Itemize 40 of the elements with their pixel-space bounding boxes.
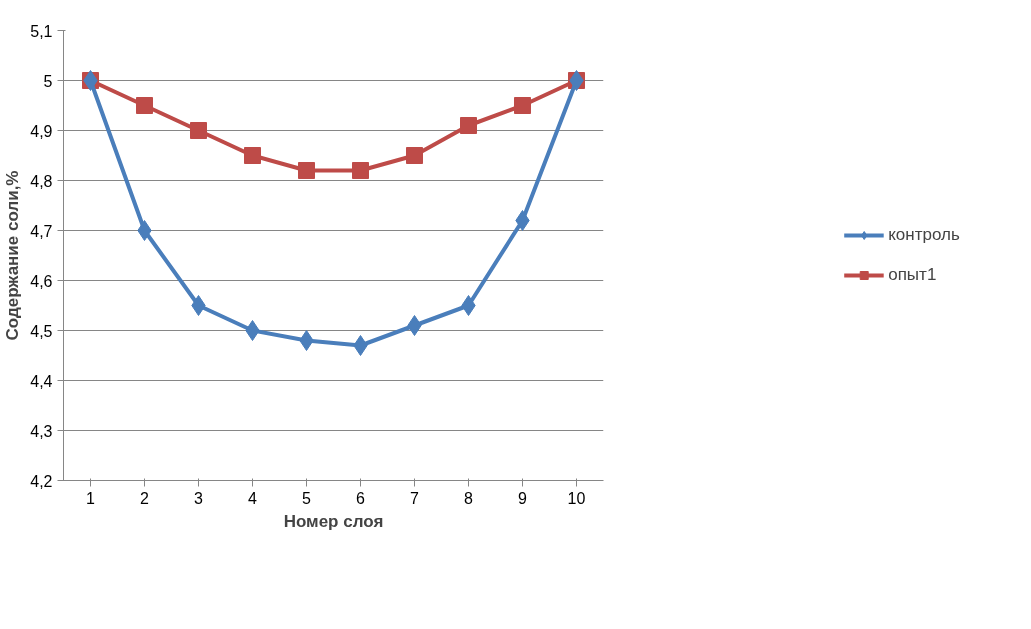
x-tick-label: 6 <box>356 489 366 507</box>
point <box>352 162 369 179</box>
y-tick-label: 4,5 <box>30 322 53 340</box>
point <box>136 97 153 114</box>
point <box>137 220 152 241</box>
x-tick-label: 4 <box>248 489 258 507</box>
point <box>190 122 207 139</box>
x-tick-label: 1 <box>86 489 96 507</box>
y-tick-label: 4,2 <box>30 472 53 490</box>
y-tick-label: 4,9 <box>30 122 53 140</box>
y-tick-label: 4,3 <box>30 422 53 440</box>
x-tick-label: 7 <box>410 489 420 507</box>
x-tick-label: 2 <box>140 489 150 507</box>
y-tick-label: 4,8 <box>30 172 53 190</box>
x-axis-title: Номер слоя <box>283 511 384 531</box>
point <box>244 147 261 164</box>
x-tick-label: 10 <box>567 489 586 507</box>
x-tick-label: 8 <box>464 489 474 507</box>
point <box>353 335 368 356</box>
x-tick-label: 9 <box>518 489 528 507</box>
point <box>191 295 206 316</box>
y-tick-label: 4,4 <box>30 372 53 390</box>
y-axis-title: Содержание соли,% <box>3 170 23 341</box>
y-tick-label: 5,1 <box>30 22 53 40</box>
point <box>407 315 422 336</box>
point <box>299 330 314 351</box>
point <box>298 162 315 179</box>
y-tick-label: 4,6 <box>30 272 53 290</box>
point <box>514 97 531 114</box>
point <box>461 295 476 316</box>
legend-label: контроль <box>888 225 960 245</box>
point <box>460 117 477 134</box>
point <box>406 147 423 164</box>
y-tick-label: 4,7 <box>30 222 53 240</box>
point <box>245 320 260 341</box>
point <box>515 210 530 231</box>
legend-label: опыт1 <box>888 265 937 285</box>
y-tick-label: 5 <box>43 72 53 90</box>
x-tick-label: 5 <box>302 489 312 507</box>
x-tick-label: 3 <box>194 489 204 507</box>
